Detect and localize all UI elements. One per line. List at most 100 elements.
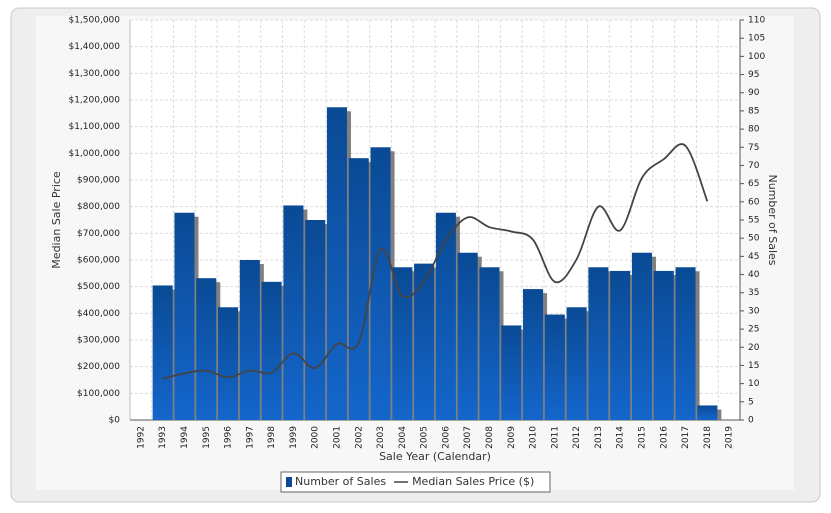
bar [326, 107, 347, 420]
y2-tick-label: 20 [748, 343, 760, 353]
x-tick-label: 1993 [158, 426, 168, 449]
legend-label: Number of Sales [295, 475, 386, 488]
y-tick-label: $1,400,000 [68, 42, 120, 52]
bar [675, 267, 696, 420]
y2-tick-label: 55 [748, 216, 759, 226]
x-tick-label: 2004 [398, 426, 408, 449]
bar [457, 252, 478, 420]
legend [280, 471, 551, 493]
bar [196, 278, 217, 420]
x-tick-label: 2001 [332, 426, 342, 449]
x-tick-label: 2012 [572, 426, 582, 449]
y-tick-label: $1,500,000 [68, 16, 120, 26]
y2-tick-label: 25 [748, 325, 759, 335]
x-tick-label: 2018 [703, 426, 713, 449]
y2-tick-label: 45 [748, 252, 759, 262]
x-tick-label: 2003 [376, 426, 386, 449]
y2-tick-label: 40 [748, 270, 760, 280]
bar [239, 260, 260, 420]
y2-tick-label: 30 [748, 306, 760, 316]
y-axis-label: Median Sale Price [50, 171, 63, 269]
y-tick-label: $0 [109, 416, 121, 426]
bar [152, 285, 173, 420]
x-tick-label: 2002 [354, 426, 364, 449]
x-tick-label: 2017 [681, 426, 691, 449]
y-tick-label: $100,000 [77, 389, 120, 399]
x-tick-label: 1999 [289, 426, 299, 449]
x-tick-label: 2007 [463, 426, 473, 449]
bar [174, 212, 195, 420]
y-tick-label: $800,000 [77, 202, 120, 212]
bar [610, 270, 631, 420]
bar [261, 281, 282, 420]
y-tick-label: $600,000 [77, 256, 120, 266]
x-tick-label: 2011 [550, 426, 560, 449]
bar [544, 314, 565, 420]
bar [414, 263, 435, 420]
bar [523, 289, 544, 420]
y2-tick-label: 10 [748, 379, 760, 389]
x-tick-label: 1997 [245, 426, 255, 449]
x-tick-label: 2014 [616, 426, 626, 449]
x-tick-label: 2008 [485, 426, 495, 449]
bar [435, 212, 456, 420]
x-tick-label: 2000 [311, 426, 321, 449]
x-tick-label: 1998 [267, 426, 277, 449]
legend-swatch [286, 477, 292, 487]
x-tick-label: 2013 [594, 426, 604, 449]
bar [566, 307, 587, 420]
y2-tick-label: 110 [748, 16, 765, 26]
bar [631, 252, 652, 420]
bar [370, 147, 391, 421]
bar [653, 270, 674, 420]
x-tick-label: 2006 [441, 426, 451, 449]
bar [697, 405, 718, 420]
y-tick-label: $900,000 [77, 176, 120, 186]
bar [588, 267, 609, 420]
y-tick-label: $300,000 [77, 336, 120, 346]
x-tick-label: 2015 [637, 426, 647, 449]
bar [218, 307, 239, 420]
y2-tick-label: 60 [748, 197, 760, 207]
y2-tick-label: 100 [748, 52, 765, 62]
x-tick-label: 2016 [659, 426, 669, 449]
line [162, 143, 709, 380]
y2-tick-label: 15 [748, 361, 759, 371]
y2-tick-label: 95 [748, 70, 759, 80]
bar [283, 205, 304, 420]
y2-tick-label: 0 [748, 416, 754, 426]
y2-axis-label: Number of Sales [766, 174, 779, 265]
bar [348, 158, 369, 420]
x-tick-label: 2009 [507, 426, 517, 449]
y2-tick-label: 90 [748, 88, 760, 98]
bar [305, 220, 326, 420]
y2-tick-label: 65 [748, 179, 759, 189]
y-tick-label: $200,000 [77, 362, 120, 372]
y2-tick-label: 50 [748, 234, 760, 244]
x-axis-label: Sale Year (Calendar) [379, 450, 491, 463]
y2-tick-label: 35 [748, 288, 759, 298]
y-tick-label: $1,100,000 [68, 122, 120, 132]
x-tick-label: 1992 [136, 426, 146, 449]
y2-tick-label: 70 [748, 161, 760, 171]
y-tick-label: $500,000 [77, 282, 120, 292]
y-tick-label: $700,000 [77, 229, 120, 239]
x-tick-label: 2010 [529, 426, 539, 449]
x-tick-label: 1994 [180, 426, 190, 449]
y2-tick-label: 105 [748, 34, 765, 44]
x-tick-label: 1996 [224, 426, 234, 449]
y-tick-label: $1,200,000 [68, 96, 120, 106]
legend-label: Median Sales Price ($) [412, 475, 534, 488]
y2-tick-label: 5 [748, 397, 754, 407]
y-tick-label: $400,000 [77, 309, 120, 319]
x-tick-label: 2005 [420, 426, 430, 449]
x-tick-label: 1995 [202, 426, 212, 449]
y2-tick-label: 85 [748, 106, 759, 116]
bar [501, 325, 522, 420]
y2-tick-label: 75 [748, 143, 759, 153]
x-tick-label: 2019 [725, 426, 735, 449]
bar [479, 267, 500, 420]
y-tick-label: $1,000,000 [68, 149, 120, 159]
y2-tick-label: 80 [748, 125, 760, 135]
